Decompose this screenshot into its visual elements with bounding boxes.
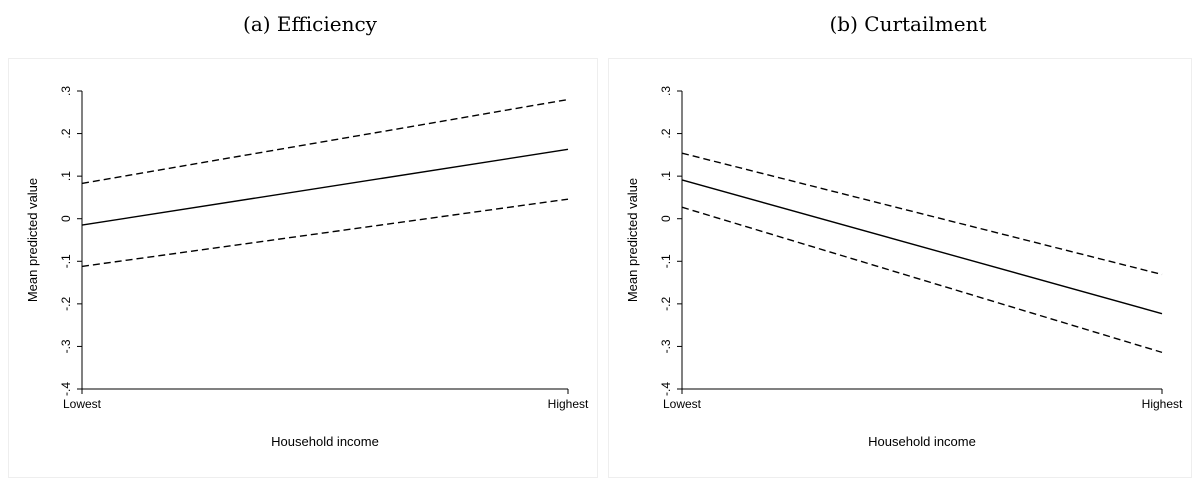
x-tick-label: Highest	[548, 397, 589, 411]
y-tick-label: -.1	[59, 254, 73, 268]
y-tick-label: -.3	[59, 339, 73, 353]
y-tick-label: .1	[59, 171, 73, 181]
x-tick-label: Highest	[1142, 397, 1183, 411]
y-tick-label: -.2	[659, 297, 673, 311]
series-line-upper-ci	[81, 98, 569, 185]
y-tick-label: -.2	[59, 297, 73, 311]
panel-title-efficiency: (a) Efficiency	[243, 12, 377, 36]
x-tick-label: Lowest	[663, 397, 702, 411]
y-tick-label: -.4	[59, 382, 73, 396]
x-axis-label: Household income	[271, 434, 379, 449]
y-tick-label: 0	[59, 215, 73, 222]
x-tick-label: Lowest	[63, 397, 102, 411]
chart-curtailment: -.4 -.3 -.2 -.1 0 .1 .2 .3 Mean predicted value L…	[608, 58, 1192, 478]
x-axis-label: Household income	[868, 434, 976, 449]
y-tick-label: -.1	[659, 254, 673, 268]
panel-title-curtailment: (b) Curtailment	[829, 12, 987, 36]
y-tick-label: .2	[659, 128, 673, 138]
y-axis-label: Mean predicted value	[625, 178, 640, 302]
series-line-lower-ci	[681, 206, 1163, 354]
y-tick-label: -.3	[659, 339, 673, 353]
y-tick-label: -.4	[659, 382, 673, 396]
y-tick-label: .2	[59, 128, 73, 138]
y-tick-label: .3	[59, 86, 73, 96]
plot-frame	[608, 58, 1192, 478]
series-line-lower-ci	[81, 198, 569, 268]
plot-frame	[8, 58, 598, 478]
y-tick-label: .3	[659, 86, 673, 96]
y-tick-label: 0	[659, 215, 673, 222]
series-line-estimate	[681, 179, 1163, 315]
y-tick-label: .1	[659, 171, 673, 181]
y-axis-label: Mean predicted value	[25, 178, 40, 302]
series-line-upper-ci	[681, 152, 1163, 276]
chart-efficiency: -.4 -.3 -.2 -.1 0 .1 .2 .3 Mean predicted value L…	[8, 58, 598, 478]
series-line-estimate	[81, 148, 569, 226]
